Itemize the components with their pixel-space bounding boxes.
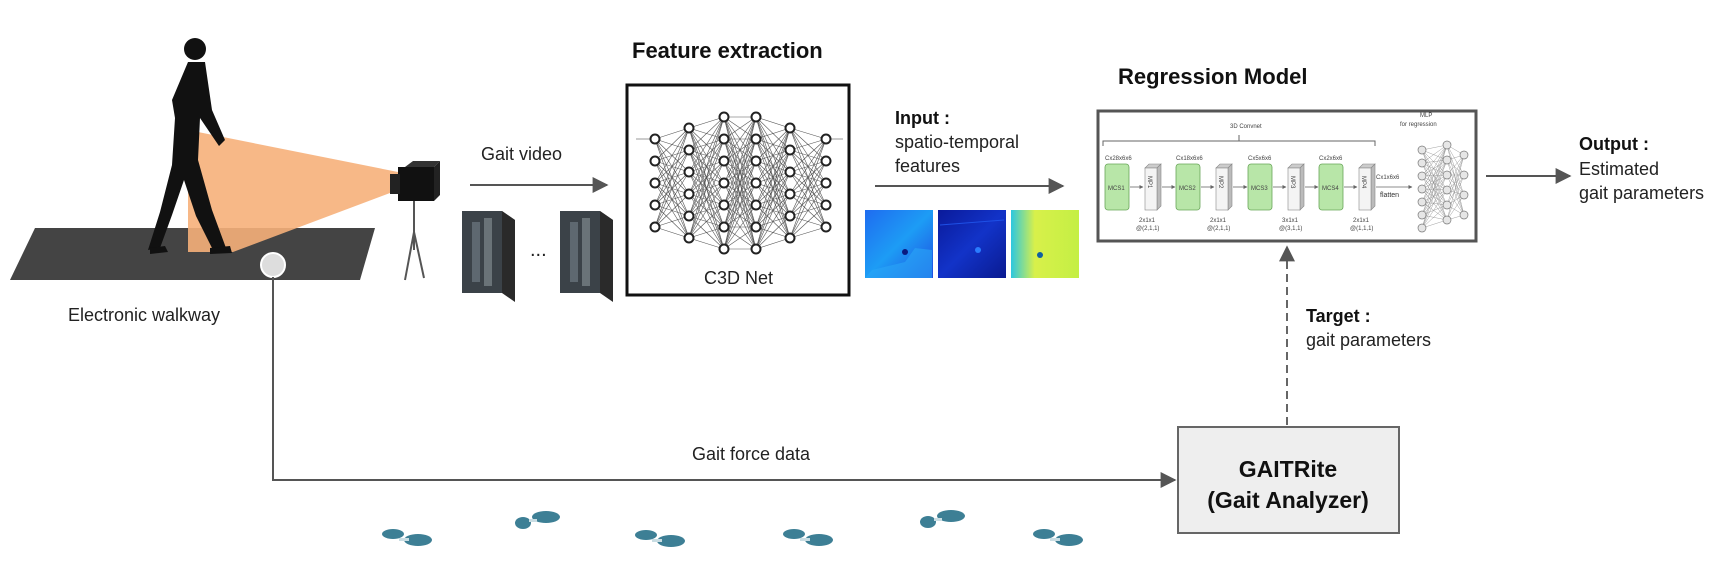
target-title: Target : (1306, 306, 1371, 326)
conv-pool-block: Cx28x6x6 MCS1 MP1 2x1x1 @(2,1,1) (1104, 156, 1176, 232)
sensor-node-icon (260, 252, 286, 278)
maxpool-block (1287, 167, 1301, 211)
feature-extraction: Feature extraction C3D Net (625, 38, 851, 297)
camera-beam (188, 130, 398, 252)
maxpool-label: MP3 (1289, 176, 1295, 189)
footprint-icon (920, 510, 965, 528)
regression-title: Regression Model (1118, 64, 1307, 89)
force-label: Gait force data (692, 444, 811, 464)
regression-blocks: Cx28x6x6 MCS1 MP1 2x1x1 @(2,1,1) Cx18x6x6 MCS2… (1104, 156, 1413, 232)
conv-pool-block: Cx18x6x6 MCS2 MP2 2x1x1 @(2,1,1) (1175, 156, 1248, 232)
input-line-2: features (895, 156, 960, 176)
block-bottom-label: @(2,1,1) (1207, 226, 1230, 232)
maxpool-label: MP4 (1360, 176, 1366, 189)
maxpool-block (1144, 167, 1158, 211)
maxpool-label: MP1 (1146, 176, 1152, 189)
block-bottom-label: @(2,1,1) (1136, 226, 1159, 232)
maxpool-block (1358, 167, 1372, 211)
mlp-network-icon (1417, 140, 1469, 233)
conv-bracket (1102, 135, 1376, 146)
mcs-block (1247, 163, 1273, 211)
walkway-scene: Electronic walkway (10, 38, 440, 325)
target-line-1: gait parameters (1306, 330, 1431, 350)
mlp-title-1: MLP (1420, 113, 1432, 119)
feature-map-1 (865, 210, 933, 278)
block-bottom-label: @(1,1,1) (1350, 226, 1373, 232)
block-bottom-label: 2x1x1 (1353, 218, 1370, 224)
block-bottom-label: 3x1x1 (1282, 218, 1299, 224)
input-line-1: spatio-temporal (895, 132, 1019, 152)
gait-video-label: Gait video (481, 144, 562, 164)
mcs-block (1318, 163, 1344, 211)
footprint-icon (382, 529, 432, 546)
mcs-label: MCS1 (1108, 186, 1125, 192)
maxpool-label: MP2 (1217, 176, 1223, 189)
output-line-2: gait parameters (1579, 183, 1704, 203)
conv-pool-block: Cx5x6x6 MCS3 MP3 3x1x1 @(3,1,1) (1247, 156, 1319, 232)
mcs-block (1104, 163, 1130, 211)
maxpool-block (1215, 167, 1229, 211)
camera-icon (390, 161, 440, 281)
input-title: Input : (895, 108, 950, 128)
block-top-label: Cx2x6x6 (1319, 156, 1343, 162)
video-ellipsis: ... (530, 239, 547, 261)
block-top-label: Cx28x6x6 (1105, 156, 1132, 162)
footprint-icon (515, 511, 560, 529)
feature-map-2 (938, 210, 1006, 278)
output-line-1: Estimated (1579, 159, 1659, 179)
output-title: Output : (1579, 134, 1649, 154)
input-features: Input : spatio-temporal features (865, 108, 1079, 278)
gait-video: Gait video ... (462, 144, 613, 302)
flatten-label: flatten (1380, 192, 1399, 199)
regression-model: Regression Model 3D Convnet Cx28x6x6 MCS1… (1096, 64, 1478, 243)
feature-extraction-title: Feature extraction (632, 38, 823, 63)
gaitrite: GAITRite (Gait Analyzer) (1177, 426, 1400, 534)
gaitrite-box (1177, 426, 1400, 534)
c3d-net-label: C3D Net (704, 268, 773, 288)
block-bottom-label: 2x1x1 (1139, 218, 1156, 224)
block-bottom-label: @(3,1,1) (1279, 226, 1302, 232)
mcs-block (1175, 163, 1201, 211)
conv-pool-block: Cx2x6x6 MCS4 MP4 2x1x1 @(1,1,1) (1318, 156, 1376, 232)
target: Target : gait parameters (1279, 245, 1431, 425)
mlp-title-2: for regression (1400, 122, 1437, 128)
walker-silhouette-icon (148, 38, 232, 254)
neural-network-icon (636, 111, 843, 255)
video-frame-stack-1 (462, 211, 515, 302)
output: Output : Estimated gait parameters (1486, 134, 1704, 203)
footprints (382, 510, 1083, 547)
footprint-icon (783, 529, 833, 546)
flatten-top-label: Cx1x6x6 (1376, 175, 1400, 181)
mcs-label: MCS3 (1251, 186, 1268, 192)
video-frame-stack-2 (560, 211, 613, 302)
mcs-label: MCS4 (1322, 186, 1339, 192)
gait-force: Gait force data (272, 277, 1177, 488)
conv-title: 3D Convnet (1230, 124, 1262, 130)
feature-map-3 (1011, 210, 1079, 278)
gaitrite-line-1: GAITRite (1239, 456, 1337, 482)
block-bottom-label: 2x1x1 (1210, 218, 1227, 224)
mcs-label: MCS2 (1179, 186, 1196, 192)
gaitrite-line-2: (Gait Analyzer) (1207, 487, 1368, 513)
footprint-icon (1033, 529, 1083, 546)
walkway-label: Electronic walkway (68, 305, 220, 325)
block-top-label: Cx5x6x6 (1248, 156, 1272, 162)
footprint-icon (635, 530, 685, 547)
force-arrow (272, 277, 1177, 488)
block-top-label: Cx18x6x6 (1176, 156, 1203, 162)
